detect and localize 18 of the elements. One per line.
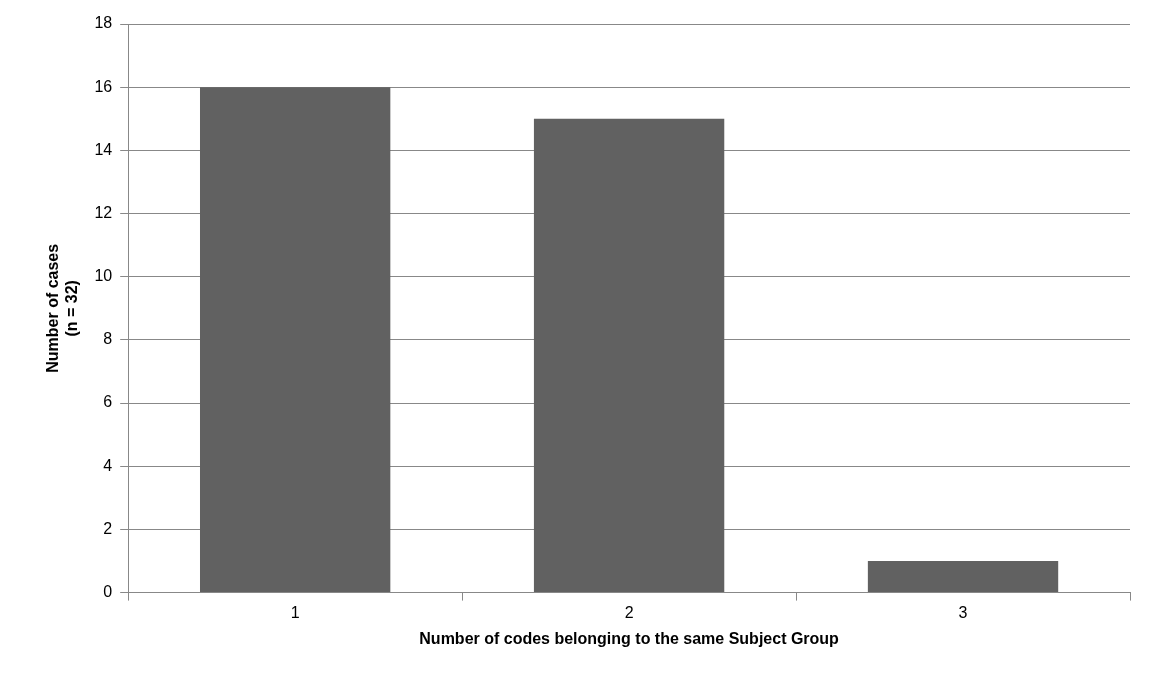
y-tick-label: 8 — [103, 330, 113, 348]
x-tick-label: 2 — [624, 603, 634, 621]
bar — [867, 561, 1059, 593]
y-tick-label: 10 — [94, 267, 113, 285]
y-tick-label: 4 — [103, 456, 113, 474]
y-tick-label: 16 — [94, 77, 113, 95]
x-axis-title: Number of codes belonging to the same Subject Group — [419, 629, 840, 647]
x-tick-label: 1 — [290, 603, 300, 621]
y-tick-label: 12 — [94, 203, 113, 221]
bar — [199, 87, 391, 593]
y-tick-label: 0 — [103, 583, 113, 601]
y-tick-label: 18 — [94, 14, 113, 32]
y-axis-title: Number of cases (n = 32) — [44, 243, 81, 373]
y-tick-label: 14 — [94, 140, 113, 158]
y-tick-label: 2 — [103, 519, 113, 537]
y-tick-label: 6 — [103, 393, 113, 411]
bar — [533, 118, 725, 593]
x-tick-label: 3 — [958, 603, 968, 621]
